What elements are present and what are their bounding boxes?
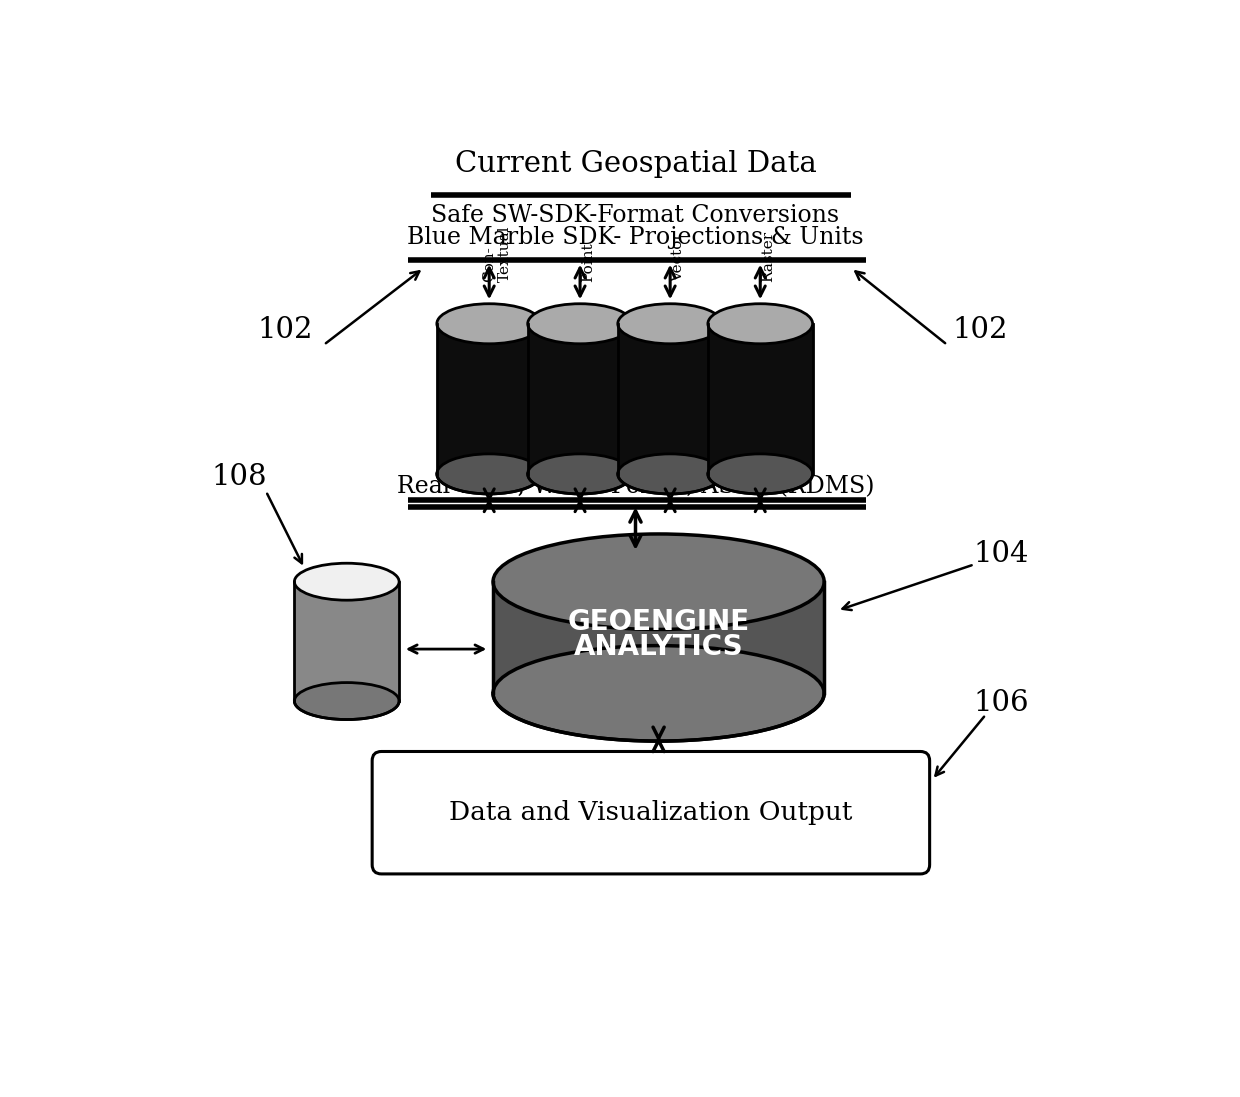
Text: GEOENGINE: GEOENGINE (568, 608, 750, 636)
Text: Con-
Textual: Con- Textual (482, 226, 512, 282)
FancyBboxPatch shape (372, 751, 930, 874)
Text: Safe SW-SDK-Format Conversions: Safe SW-SDK-Format Conversions (432, 204, 839, 227)
Ellipse shape (618, 454, 723, 494)
Ellipse shape (708, 304, 812, 343)
Text: 102: 102 (952, 316, 1008, 343)
Text: Blue Marble SDK- Projections & Units: Blue Marble SDK- Projections & Units (407, 226, 864, 249)
Ellipse shape (708, 454, 812, 494)
FancyBboxPatch shape (618, 324, 723, 474)
Ellipse shape (528, 304, 632, 343)
Text: Vector: Vector (671, 233, 684, 282)
FancyBboxPatch shape (528, 324, 632, 474)
Text: Point: Point (580, 242, 595, 282)
FancyBboxPatch shape (294, 581, 399, 701)
FancyBboxPatch shape (494, 581, 825, 693)
FancyBboxPatch shape (708, 324, 812, 474)
Text: 104: 104 (973, 541, 1029, 568)
Text: Current Geospatial Data: Current Geospatial Data (455, 150, 816, 178)
Ellipse shape (294, 563, 399, 600)
Text: 108: 108 (211, 463, 267, 491)
FancyBboxPatch shape (436, 324, 542, 474)
Text: Real Time, WEB –Forms, ASCII (RDMS): Real Time, WEB –Forms, ASCII (RDMS) (397, 475, 874, 498)
Text: Data and Visualization Output: Data and Visualization Output (449, 800, 853, 825)
Ellipse shape (494, 646, 825, 742)
Ellipse shape (436, 454, 542, 494)
Ellipse shape (528, 454, 632, 494)
Text: 102: 102 (258, 316, 312, 343)
Text: 106: 106 (973, 689, 1029, 717)
Text: Raster: Raster (761, 230, 775, 282)
Ellipse shape (494, 534, 825, 630)
Ellipse shape (618, 304, 723, 343)
Ellipse shape (294, 682, 399, 720)
Text: ANALYTICS: ANALYTICS (574, 633, 744, 660)
Ellipse shape (436, 304, 542, 343)
